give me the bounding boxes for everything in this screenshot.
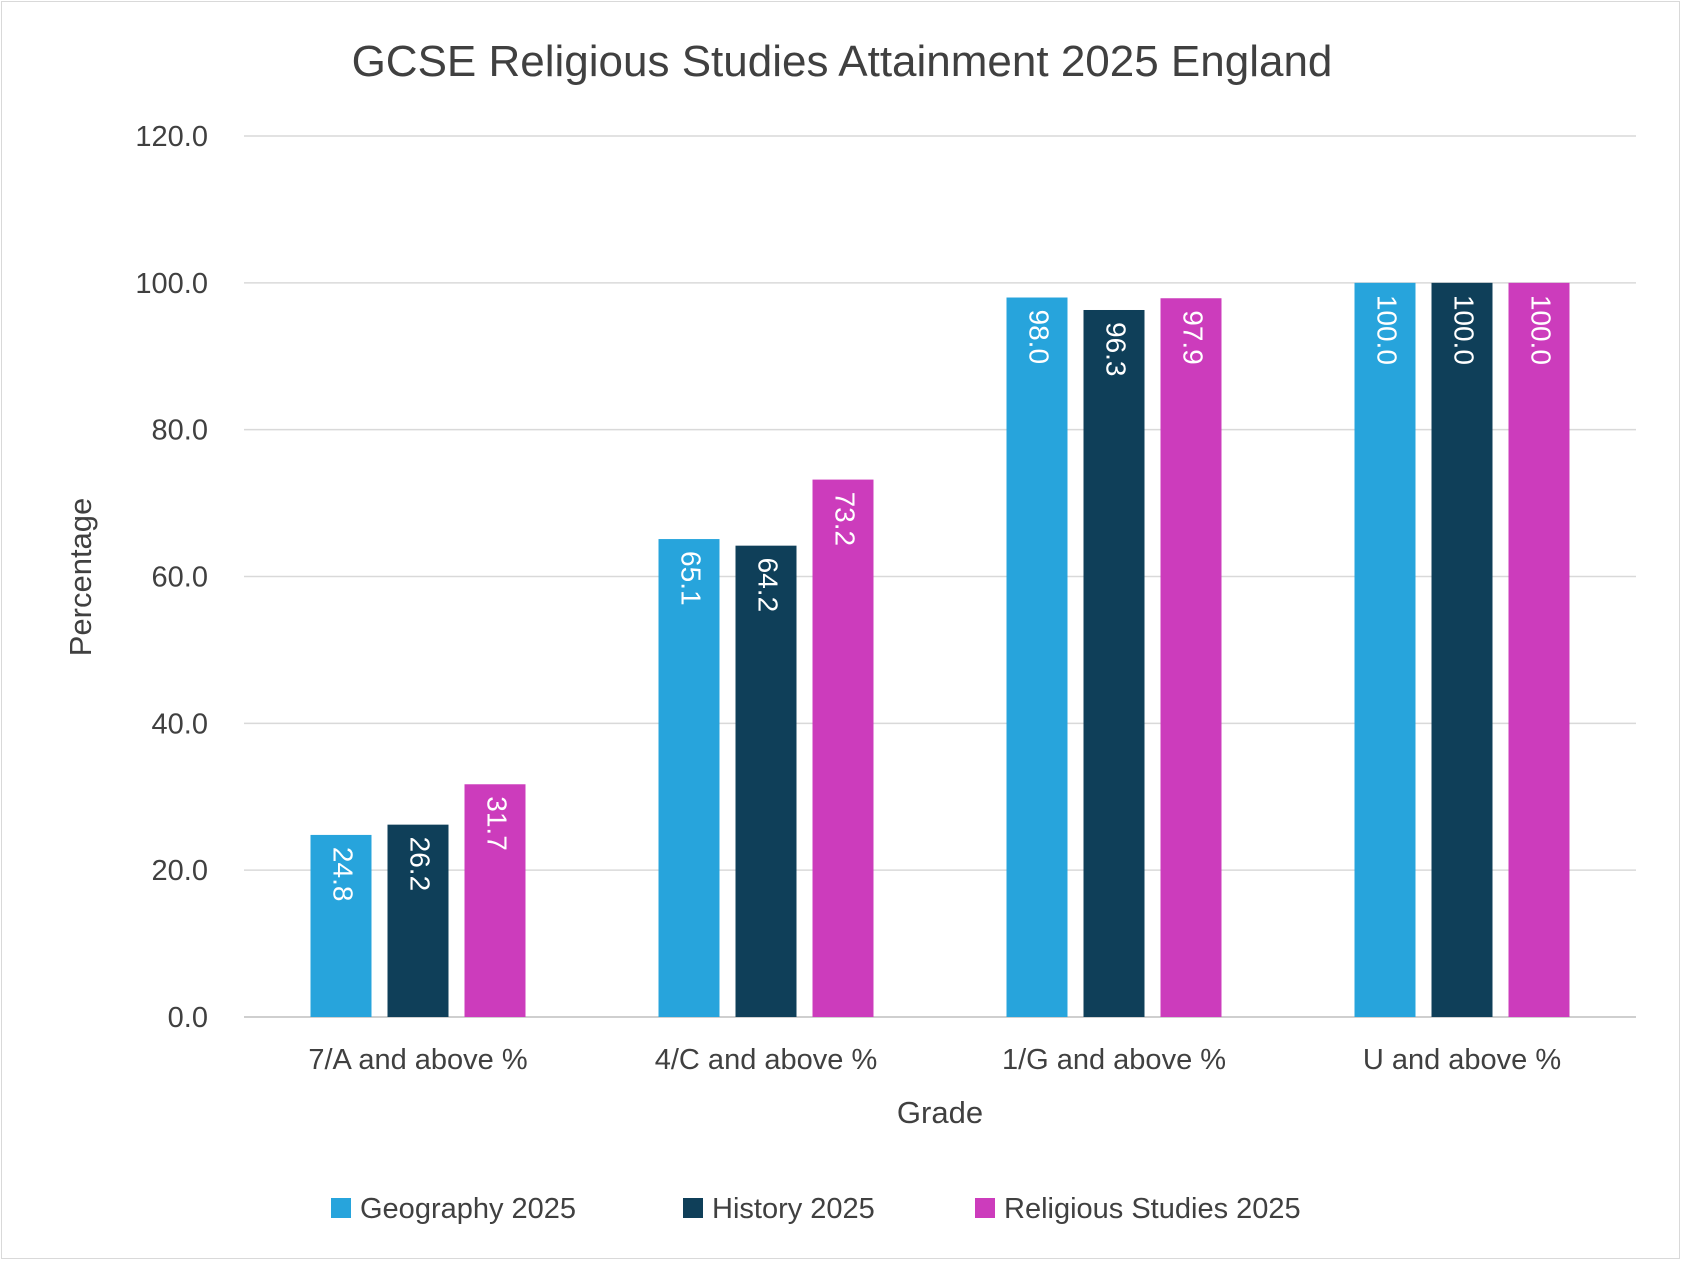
bar bbox=[1006, 297, 1068, 1017]
bar bbox=[464, 784, 526, 1017]
data-label: 96.3 bbox=[1101, 322, 1132, 377]
legend-swatch bbox=[331, 1198, 351, 1218]
x-category-label: 7/A and above % bbox=[308, 1044, 527, 1076]
data-label: 100.0 bbox=[1449, 295, 1480, 365]
x-axis-title: Grade bbox=[897, 1095, 983, 1130]
y-tick-label: 100.0 bbox=[135, 268, 208, 300]
gridlines bbox=[244, 135, 1636, 1018]
bar bbox=[1354, 282, 1416, 1017]
y-tick-label: 80.0 bbox=[152, 415, 208, 447]
y-axis-title: Percentage bbox=[63, 498, 98, 657]
bar bbox=[812, 479, 874, 1018]
y-tick-label: 40.0 bbox=[152, 708, 208, 740]
bar bbox=[1083, 309, 1145, 1017]
chart-title: GCSE Religious Studies Attainment 2025 E… bbox=[352, 37, 1333, 86]
bar bbox=[735, 545, 797, 1017]
data-label: 100.0 bbox=[1526, 295, 1557, 365]
legend-label: Geography 2025 bbox=[360, 1193, 576, 1225]
x-category-label: 1/G and above % bbox=[1002, 1044, 1226, 1076]
x-category-label: 4/C and above % bbox=[655, 1044, 877, 1076]
data-label: 73.2 bbox=[830, 492, 861, 546]
bar bbox=[658, 539, 720, 1017]
data-label: 24.8 bbox=[328, 847, 359, 902]
x-category-label: U and above % bbox=[1363, 1044, 1561, 1076]
y-tick-label: 60.0 bbox=[152, 562, 208, 594]
y-tick-label: 20.0 bbox=[152, 855, 208, 887]
y-tick-label: 0.0 bbox=[168, 1002, 208, 1034]
data-label: 65.1 bbox=[676, 551, 707, 606]
data-labels: 24.8 26.2 31.7 65.1 64.2 73.2 98.0 96.3 97.9 100.… bbox=[328, 295, 1557, 902]
legend-swatch bbox=[683, 1198, 703, 1218]
bars bbox=[310, 282, 1570, 1018]
bar bbox=[387, 824, 449, 1017]
bar bbox=[1508, 282, 1570, 1017]
bar bbox=[1160, 298, 1222, 1017]
data-label: 31.7 bbox=[482, 796, 513, 851]
data-label: 100.0 bbox=[1372, 295, 1403, 365]
x-axis-categories: 7/A and above % 4/C and above % 1/G and ab… bbox=[308, 1044, 1561, 1076]
bar bbox=[310, 834, 372, 1017]
data-label: 26.2 bbox=[405, 837, 436, 892]
data-label: 98.0 bbox=[1024, 310, 1055, 365]
bar bbox=[1431, 282, 1493, 1017]
legend-label: Religious Studies 2025 bbox=[1004, 1193, 1301, 1225]
legend-swatch bbox=[975, 1198, 995, 1218]
data-label: 64.2 bbox=[753, 558, 784, 613]
legend: Geography 2025 History 2025 Religious Stud… bbox=[331, 1193, 1301, 1225]
y-axis-ticks: 0.0 20.0 40.0 60.0 80.0 100.0 120.0 bbox=[135, 121, 208, 1034]
legend-label: History 2025 bbox=[712, 1193, 875, 1225]
data-label: 97.9 bbox=[1178, 310, 1209, 365]
y-tick-label: 120.0 bbox=[135, 121, 208, 153]
